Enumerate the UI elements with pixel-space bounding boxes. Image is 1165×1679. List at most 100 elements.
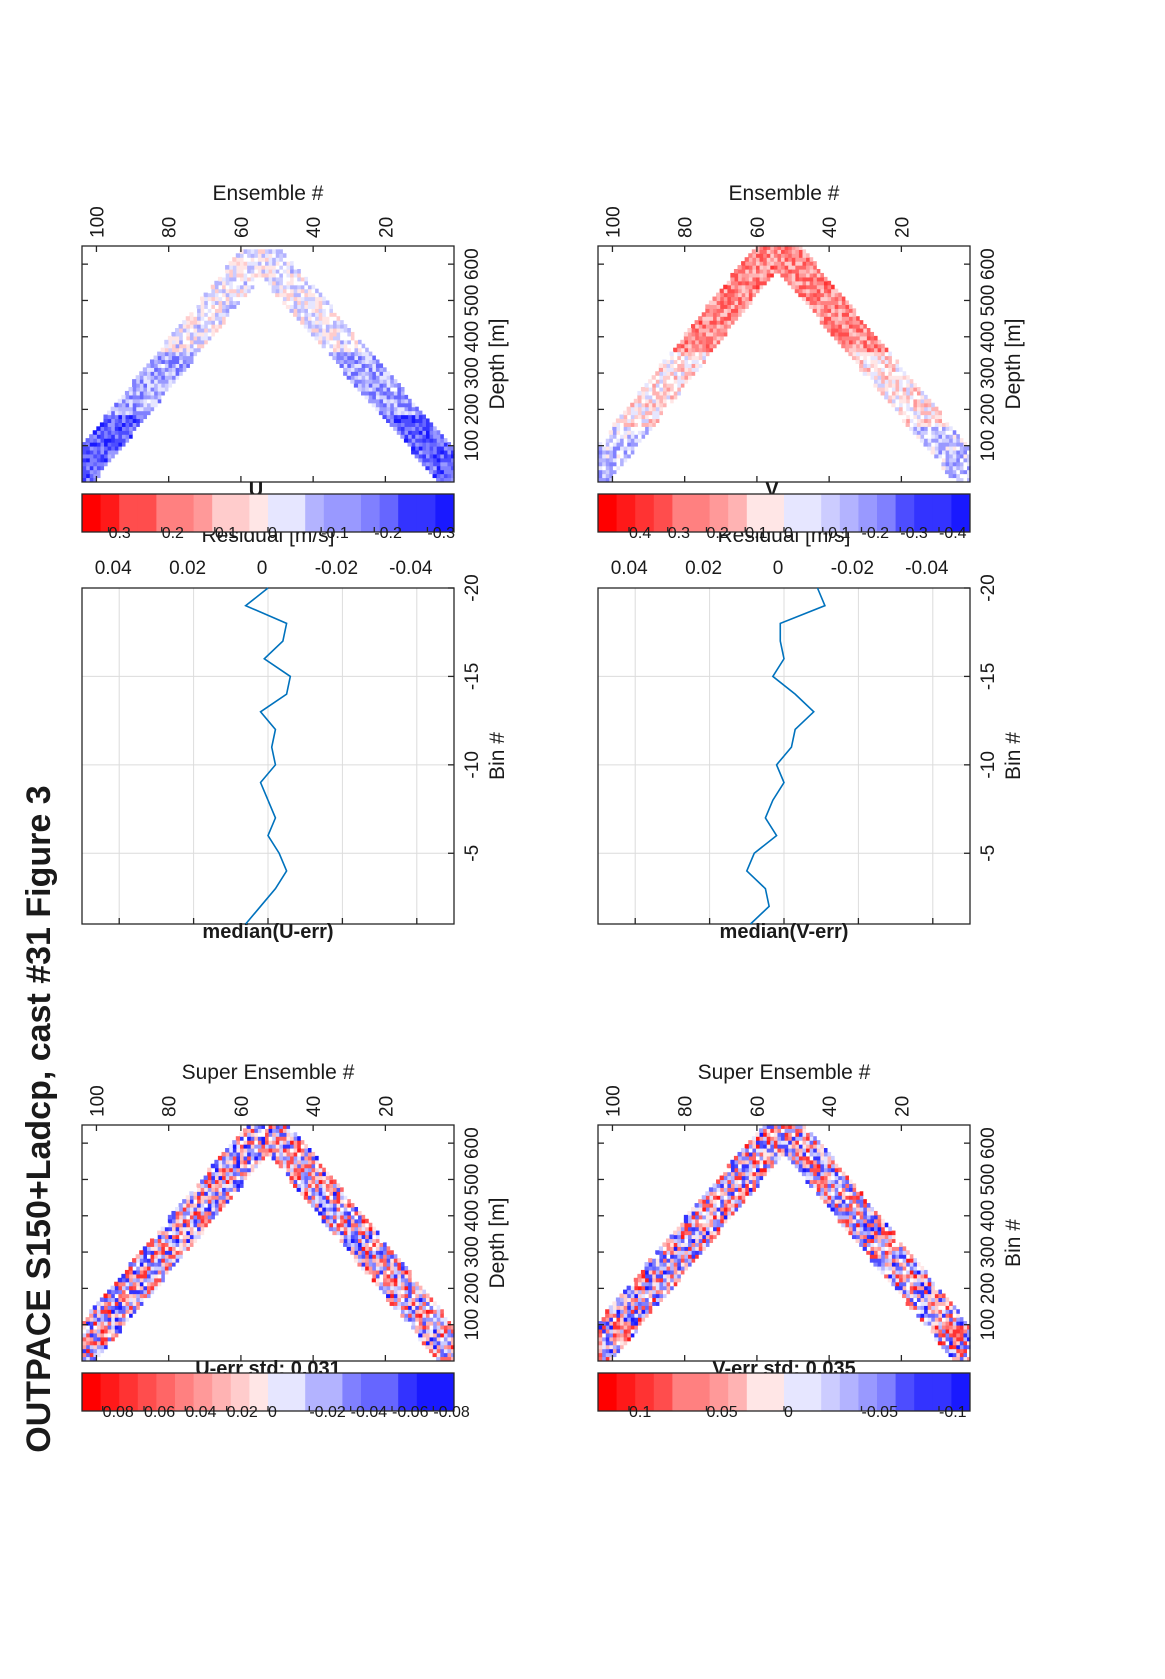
heatmap-cell [887, 359, 892, 364]
heatmap-cell [751, 1175, 756, 1181]
heatmap-cell [884, 1222, 889, 1228]
heatmap-cell [937, 449, 942, 455]
heatmap-cell [428, 1309, 434, 1314]
heatmap-cell [139, 1297, 144, 1302]
heatmap-cell [271, 272, 276, 278]
heatmap-cell [701, 1230, 706, 1236]
heatmap-cell [310, 288, 316, 294]
heatmap-cell [443, 446, 448, 451]
heatmap-cell [103, 414, 108, 420]
heatmap-cell [178, 1242, 183, 1247]
heatmap-cell [146, 1289, 151, 1295]
heatmap-cell [428, 430, 434, 435]
heatmap-cell [927, 434, 932, 439]
heatmap-cell [192, 343, 198, 349]
heatmap-cell [353, 371, 359, 376]
heatmap-cell [830, 304, 835, 309]
heatmap-cell [809, 280, 814, 286]
heatmap-cell [371, 383, 376, 388]
heatmap-cell [339, 1195, 344, 1200]
heatmap-cell [708, 1195, 714, 1200]
heatmap-cell [780, 1132, 785, 1137]
heatmap-cell [877, 379, 882, 384]
heatmap-cell [103, 1332, 108, 1338]
heatmap-cell [414, 1317, 419, 1322]
heatmap-cell [289, 292, 294, 298]
heatmap-cell [210, 1210, 215, 1216]
heatmap-cell [737, 1155, 742, 1161]
heatmap-cell [103, 430, 108, 435]
heatmap-cell [89, 1344, 94, 1350]
heatmap-cell [361, 351, 366, 357]
heatmap-cell [368, 1238, 373, 1243]
heatmap-cell [167, 1265, 173, 1271]
heatmap-cell [171, 1210, 176, 1216]
heatmap-cell [705, 1238, 710, 1243]
heatmap-cell [601, 1340, 606, 1346]
heatmap-cell [200, 1203, 205, 1208]
heatmap-cell [389, 1285, 394, 1291]
heatmap-cell [375, 363, 380, 368]
heatmap-cell [232, 1148, 237, 1153]
heatmap-cell [343, 1234, 348, 1240]
heatmap-cell [117, 418, 122, 423]
heatmap-cell [318, 1203, 323, 1208]
heatmap-cell [107, 1297, 112, 1302]
heatmap-cell [221, 312, 226, 317]
heatmap-cell [816, 300, 821, 305]
heatmap-cell [805, 1171, 810, 1177]
heatmap-cell [375, 1258, 380, 1263]
heatmap-cell [687, 1222, 692, 1228]
heatmap-cell [128, 434, 133, 439]
heatmap-cell [339, 343, 344, 349]
heatmap-cell [651, 1281, 656, 1287]
heatmap-cell [124, 1293, 130, 1299]
heatmap-cell [203, 316, 208, 321]
heatmap-cell [393, 394, 398, 400]
heatmap-cell [225, 1159, 230, 1165]
heatmap-cell [389, 394, 394, 400]
heatmap-cell [107, 453, 112, 459]
colorbar-swatch [361, 494, 381, 532]
heatmap-cell [912, 1285, 917, 1291]
heatmap-cell [85, 449, 90, 455]
heatmap-cell [389, 1250, 394, 1255]
colorbar-swatch [100, 494, 120, 532]
heatmap-cell [157, 1258, 162, 1263]
heatmap-cell [210, 296, 215, 302]
heatmap-cell [289, 1175, 294, 1181]
heatmap-cell [877, 383, 882, 388]
heatmap-cell [318, 324, 323, 329]
heatmap-cell [726, 1199, 731, 1204]
heatmap-cell [651, 1265, 656, 1271]
heatmap-cell [146, 1265, 151, 1271]
heatmap-cell [623, 1289, 628, 1295]
heatmap-cell [361, 379, 366, 384]
heatmap-cell [278, 1144, 283, 1149]
heatmap-cell [396, 394, 401, 400]
heatmap-cell [124, 414, 130, 420]
heatmap-cell [418, 1285, 423, 1291]
heatmap-cell [85, 473, 90, 479]
heatmap-cell [346, 1242, 351, 1247]
heatmap-cell [196, 1206, 201, 1212]
heatmap-cell [328, 1183, 333, 1188]
heatmap-cell [368, 375, 373, 380]
heatmap-cell [346, 331, 351, 337]
heatmap-cell [955, 1328, 960, 1334]
heatmap-cell [905, 1269, 910, 1275]
heatmap-cell [178, 359, 183, 364]
heatmap-cell [107, 426, 112, 431]
heatmap-cell [167, 1262, 173, 1267]
heatmap-cell [812, 300, 817, 305]
heatmap-cell [601, 1348, 606, 1354]
heatmap-cell [837, 292, 842, 298]
heatmap-cell [253, 276, 258, 282]
heatmap-cell [905, 1285, 910, 1291]
heatmap-cell [164, 1230, 169, 1236]
heatmap-cell [82, 1336, 87, 1342]
heatmap-cell [880, 343, 885, 349]
heatmap-cell [321, 312, 326, 317]
heatmap-cell [952, 449, 957, 455]
heatmap-cell [350, 1222, 355, 1228]
